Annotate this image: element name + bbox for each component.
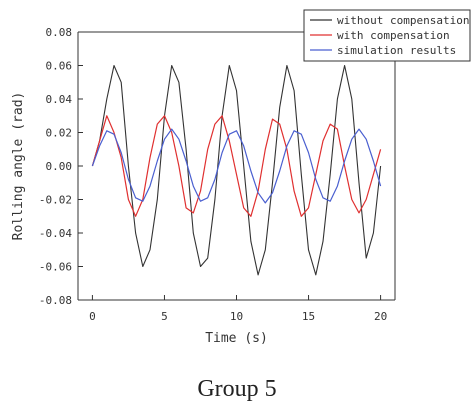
legend-label: without compensation <box>337 14 469 27</box>
legend: without compensation with compensation sim… <box>303 9 471 62</box>
series-line-1 <box>91 64 382 276</box>
y-axis-title: Rolling angle (rad) <box>11 92 26 241</box>
y-tick-label: 0.00 <box>46 160 73 173</box>
legend-items: without compensation with compensation sim… <box>310 14 469 57</box>
x-tick-label: 15 <box>302 310 315 323</box>
x-ticks: 0 5 10 15 20 <box>89 295 387 323</box>
y-ticks: 0.08 0.06 0.04 0.02 0.00 -0.02 -0.04 -0.06 -0.08 <box>39 26 83 307</box>
x-tick-label: 0 <box>89 310 96 323</box>
y-tick-label: 0.02 <box>46 127 73 140</box>
series-line-3 <box>91 128 382 204</box>
x-tick-label: 20 <box>374 310 387 323</box>
y-tick-label: -0.02 <box>39 194 72 207</box>
y-tick-label: -0.08 <box>39 294 72 307</box>
y-tick-label: 0.04 <box>46 93 73 106</box>
y-tick-label: 0.06 <box>46 60 73 73</box>
legend-label: simulation results <box>337 44 456 57</box>
x-axis-title: Time (s) <box>205 331 268 346</box>
legend-label: with compensation <box>337 29 450 42</box>
plot-area: 0 5 10 15 20 0.08 0.06 0.04 0.02 0.00 -0.02 -0.04 -… <box>39 26 396 323</box>
series-layer <box>91 64 382 276</box>
figure-caption: Group 5 <box>197 376 277 402</box>
x-tick-label: 10 <box>230 310 243 323</box>
series-line-2 <box>91 115 382 217</box>
y-tick-label: -0.06 <box>39 261 72 274</box>
y-tick-label: -0.04 <box>39 227 72 240</box>
x-tick-label: 5 <box>161 310 168 323</box>
y-tick-label: 0.08 <box>46 26 73 39</box>
